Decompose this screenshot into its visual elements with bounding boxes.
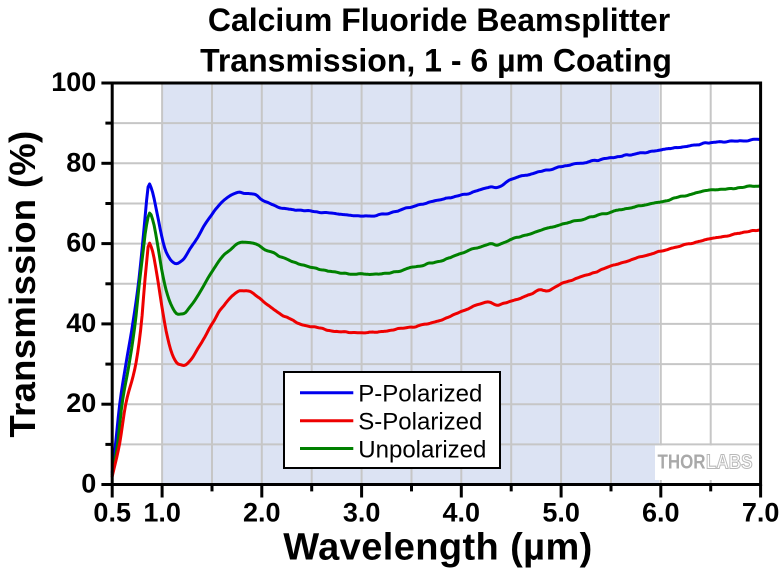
svg-text:80: 80 (66, 147, 96, 177)
svg-text:Unpolarized: Unpolarized (358, 436, 486, 463)
svg-text:0: 0 (81, 469, 96, 499)
svg-text:THOR: THOR (658, 451, 706, 473)
svg-text:60: 60 (66, 228, 96, 258)
svg-text:LABS: LABS (706, 451, 753, 473)
svg-text:1.0: 1.0 (143, 497, 181, 527)
svg-text:3.0: 3.0 (343, 497, 381, 527)
svg-text:40: 40 (66, 308, 96, 338)
svg-text:Calcium Fluoride Beamsplitter: Calcium Fluoride Beamsplitter (208, 2, 670, 38)
svg-text:100: 100 (51, 67, 96, 97)
svg-text:S-Polarized: S-Polarized (358, 408, 482, 435)
svg-text:Wavelength (µm): Wavelength (µm) (283, 527, 592, 569)
svg-text:5.0: 5.0 (542, 497, 580, 527)
svg-text:Transmission, 1 - 6 µm Coating: Transmission, 1 - 6 µm Coating (200, 42, 672, 78)
svg-text:6.0: 6.0 (642, 497, 680, 527)
svg-text:2.0: 2.0 (243, 497, 281, 527)
svg-text:0.5: 0.5 (93, 497, 131, 527)
svg-text:20: 20 (66, 388, 96, 418)
svg-text:P-Polarized: P-Polarized (358, 381, 482, 408)
svg-text:7.0: 7.0 (742, 497, 780, 527)
svg-text:4.0: 4.0 (443, 497, 481, 527)
svg-text:Transmission (%): Transmission (%) (2, 130, 43, 437)
